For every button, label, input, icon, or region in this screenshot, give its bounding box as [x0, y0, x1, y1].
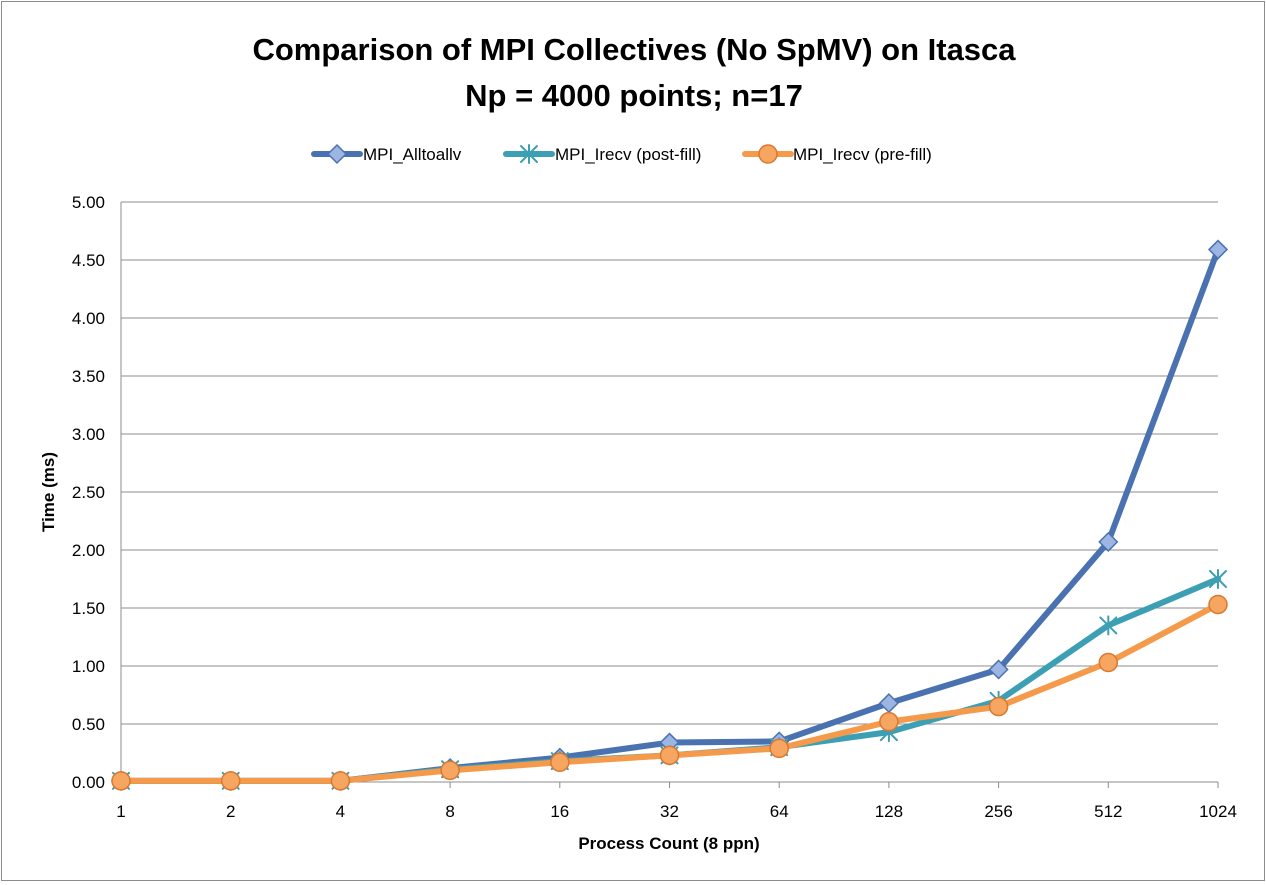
legend: MPI_Alltoallv MPI_Irecv (post-fill) MPI_Ir… — [311, 143, 932, 165]
legend-item: MPI_Alltoallv — [311, 143, 462, 165]
series-0 — [110, 239, 1229, 791]
y-tick-label: 1.50 — [72, 599, 105, 618]
data-point — [1098, 531, 1119, 552]
data-point — [769, 738, 789, 759]
x-tick-label: 4 — [336, 802, 345, 821]
y-tick-label: 4.50 — [72, 251, 105, 270]
data-point — [111, 771, 131, 791]
x-tick-label: 64 — [770, 802, 789, 821]
y-tick-label: 0.50 — [72, 715, 105, 734]
legend-label: MPI_Irecv (post-fill) — [555, 145, 701, 164]
data-point — [330, 771, 351, 791]
x-tick-label: 1024 — [1199, 802, 1237, 821]
data-point — [988, 659, 1009, 680]
y-tick-label: 2.00 — [72, 541, 105, 560]
y-tick-label: 5.00 — [72, 193, 105, 212]
x-tick-label: 8 — [445, 802, 454, 821]
y-axis-title: Time (ms) — [39, 452, 58, 532]
y-tick-label: 3.00 — [72, 425, 105, 444]
legend-marker — [326, 143, 348, 165]
series-layer — [110, 239, 1229, 791]
legend-item: MPI_Irecv (pre-fill) — [742, 144, 932, 164]
legend-label: MPI_Alltoallv — [363, 145, 462, 164]
y-tick-label: 0.00 — [72, 773, 105, 792]
data-point — [440, 760, 460, 781]
grid — [120, 201, 1218, 783]
legend-label: MPI_Irecv (pre-fill) — [793, 145, 932, 164]
series-2 — [111, 594, 1228, 791]
y-tick-label: 2.50 — [72, 483, 105, 502]
y-tick-label: 1.00 — [72, 657, 105, 676]
data-point — [1207, 239, 1229, 260]
data-point — [550, 752, 570, 773]
x-tick-label: 512 — [1094, 802, 1122, 821]
chart-subtitle: Np = 4000 points; n=17 — [465, 78, 803, 113]
data-point — [879, 711, 899, 732]
legend-marker — [520, 144, 538, 164]
y-tick-label: 4.00 — [72, 309, 105, 328]
chart-title: Comparison of MPI Collectives (No SpMV) … — [252, 32, 1016, 67]
x-tick-label: 128 — [875, 802, 903, 821]
series-line — [118, 246, 1221, 784]
data-point — [878, 693, 899, 714]
legend-marker — [758, 144, 778, 164]
legend-item: MPI_Irecv (post-fill) — [503, 144, 701, 164]
x-tick-label: 1 — [116, 802, 125, 821]
data-point — [1098, 652, 1119, 673]
data-point — [220, 771, 241, 791]
y-axis-ticks: 0.00 0.50 1.00 1.50 2.00 2.50 3.00 3.50 4.00 4.50… — [72, 193, 105, 792]
x-axis-ticks: 1 2 4 8 16 32 64 128 256 512 1024 — [116, 782, 1237, 821]
x-tick-label: 2 — [226, 802, 235, 821]
data-point — [1099, 615, 1118, 636]
x-tick-label: 16 — [550, 802, 569, 821]
data-point — [659, 745, 680, 766]
data-point — [988, 696, 1009, 717]
data-point — [1209, 569, 1227, 589]
x-axis-title: Process Count (8 ppn) — [578, 834, 759, 853]
x-tick-label: 32 — [660, 802, 679, 821]
y-tick-label: 3.50 — [72, 367, 105, 386]
x-tick-label: 256 — [984, 802, 1012, 821]
data-point — [1208, 594, 1228, 615]
